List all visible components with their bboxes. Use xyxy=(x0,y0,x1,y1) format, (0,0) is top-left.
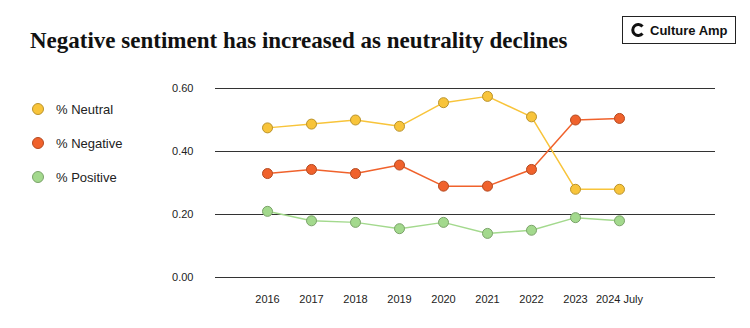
svg-text:2021: 2021 xyxy=(475,293,499,305)
svg-text:2020: 2020 xyxy=(431,293,455,305)
svg-text:2018: 2018 xyxy=(343,293,367,305)
html-text:Culture Amp: Culture Amp xyxy=(650,22,728,38)
svg-text:0.00: 0.00 xyxy=(172,271,193,283)
svg-text:2023: 2023 xyxy=(563,293,587,305)
svg-text:0.20: 0.20 xyxy=(172,208,193,220)
svg-text:2024 July: 2024 July xyxy=(596,293,644,305)
html-text:Negative sentiment has increas: Negative sentiment has increased as neut… xyxy=(30,28,568,53)
html-text:% Positive: % Positive xyxy=(56,169,117,185)
svg-text:2022: 2022 xyxy=(519,293,543,305)
svg-text:0.40: 0.40 xyxy=(172,145,193,157)
svg-text:2016: 2016 xyxy=(255,293,279,305)
html-text:% Negative: % Negative xyxy=(56,135,123,151)
svg-text:2019: 2019 xyxy=(387,293,411,305)
svg-text:2017: 2017 xyxy=(299,293,323,305)
html-text:% Neutral: % Neutral xyxy=(56,101,114,117)
svg-text:0.60: 0.60 xyxy=(172,82,193,94)
